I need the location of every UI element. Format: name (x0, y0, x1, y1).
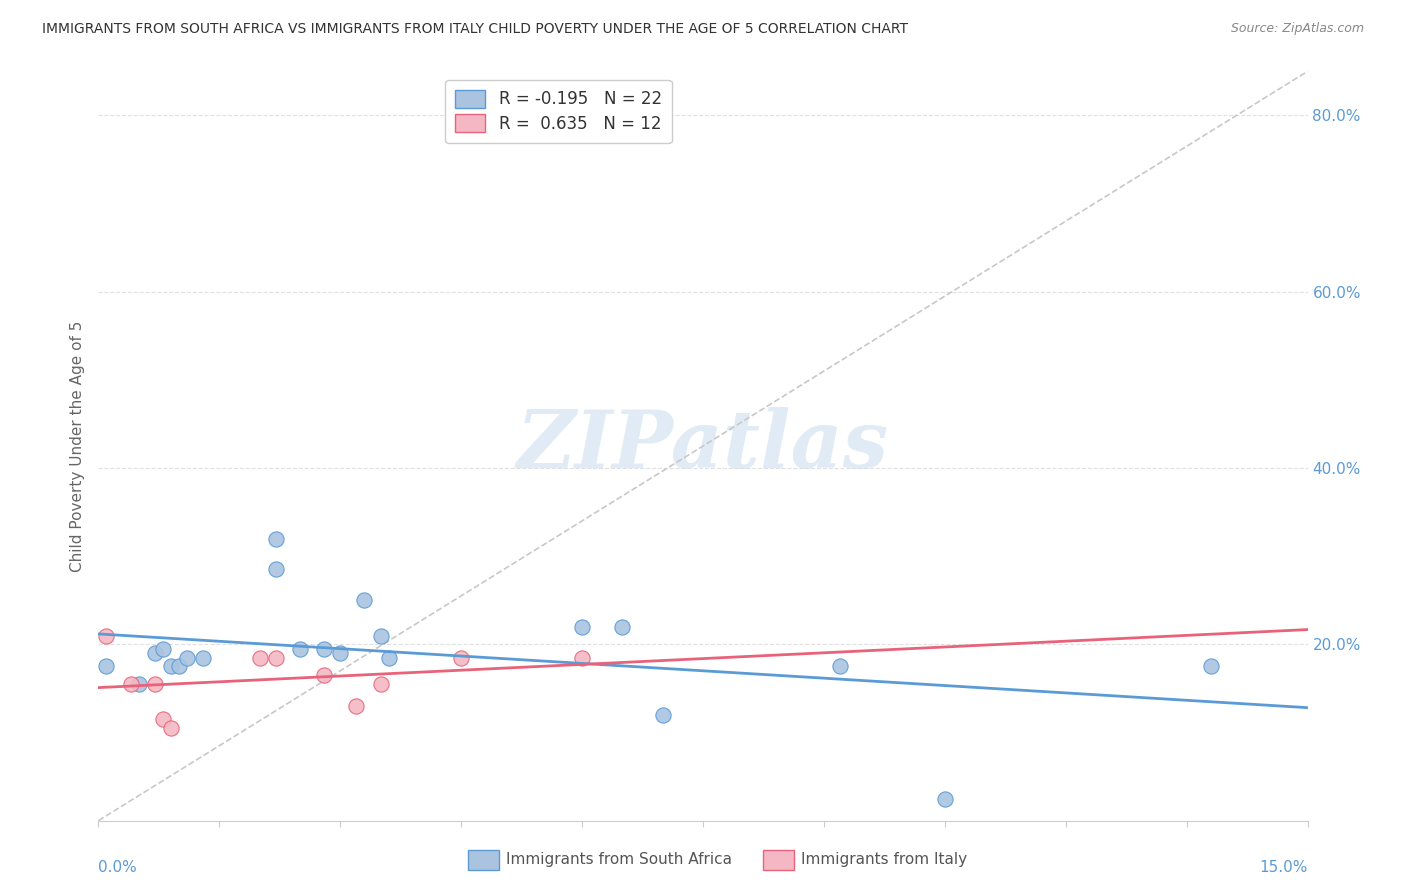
Point (612, 620, 634, 634)
Point (249, 650, 271, 665)
Legend: R = -0.195   N = 22, R =  0.635   N = 12: R = -0.195 N = 22, R = 0.635 N = 12 (446, 79, 672, 143)
Point (450, 650, 472, 665)
Point (193, 650, 215, 665)
Text: Immigrants from Italy: Immigrants from Italy (801, 853, 967, 867)
Point (264, 532, 287, 546)
Point (828, 659, 851, 673)
Point (120, 677, 142, 691)
Point (128, 677, 150, 691)
Point (160, 659, 183, 673)
Point (143, 677, 166, 691)
Point (370, 628, 392, 642)
Point (160, 721, 183, 735)
Point (264, 650, 287, 665)
Point (96, 659, 118, 673)
Point (571, 650, 593, 665)
Point (264, 562, 287, 576)
Point (152, 712, 174, 726)
Text: IMMIGRANTS FROM SOUTH AFRICA VS IMMIGRANTS FROM ITALY CHILD POVERTY UNDER THE AG: IMMIGRANTS FROM SOUTH AFRICA VS IMMIGRAN… (42, 22, 908, 37)
Point (152, 641, 174, 656)
Point (288, 641, 311, 656)
Point (571, 620, 593, 634)
Point (167, 659, 190, 673)
Point (353, 593, 375, 607)
Point (651, 707, 673, 722)
Point (176, 650, 198, 665)
Y-axis label: Child Poverty Under the Age of 5: Child Poverty Under the Age of 5 (69, 320, 84, 572)
Point (143, 646, 166, 660)
Point (377, 650, 399, 665)
Point (314, 668, 336, 682)
Point (314, 641, 336, 656)
Point (329, 646, 352, 660)
Point (370, 677, 392, 691)
Text: 15.0%: 15.0% (1260, 860, 1308, 874)
Text: Immigrants from South Africa: Immigrants from South Africa (506, 853, 733, 867)
Point (1199, 659, 1222, 673)
Text: Source: ZipAtlas.com: Source: ZipAtlas.com (1230, 22, 1364, 36)
Point (344, 699, 367, 714)
Text: ZIPatlas: ZIPatlas (517, 408, 889, 484)
Text: 0.0%: 0.0% (98, 860, 138, 874)
Point (934, 791, 956, 805)
Point (96, 628, 118, 642)
